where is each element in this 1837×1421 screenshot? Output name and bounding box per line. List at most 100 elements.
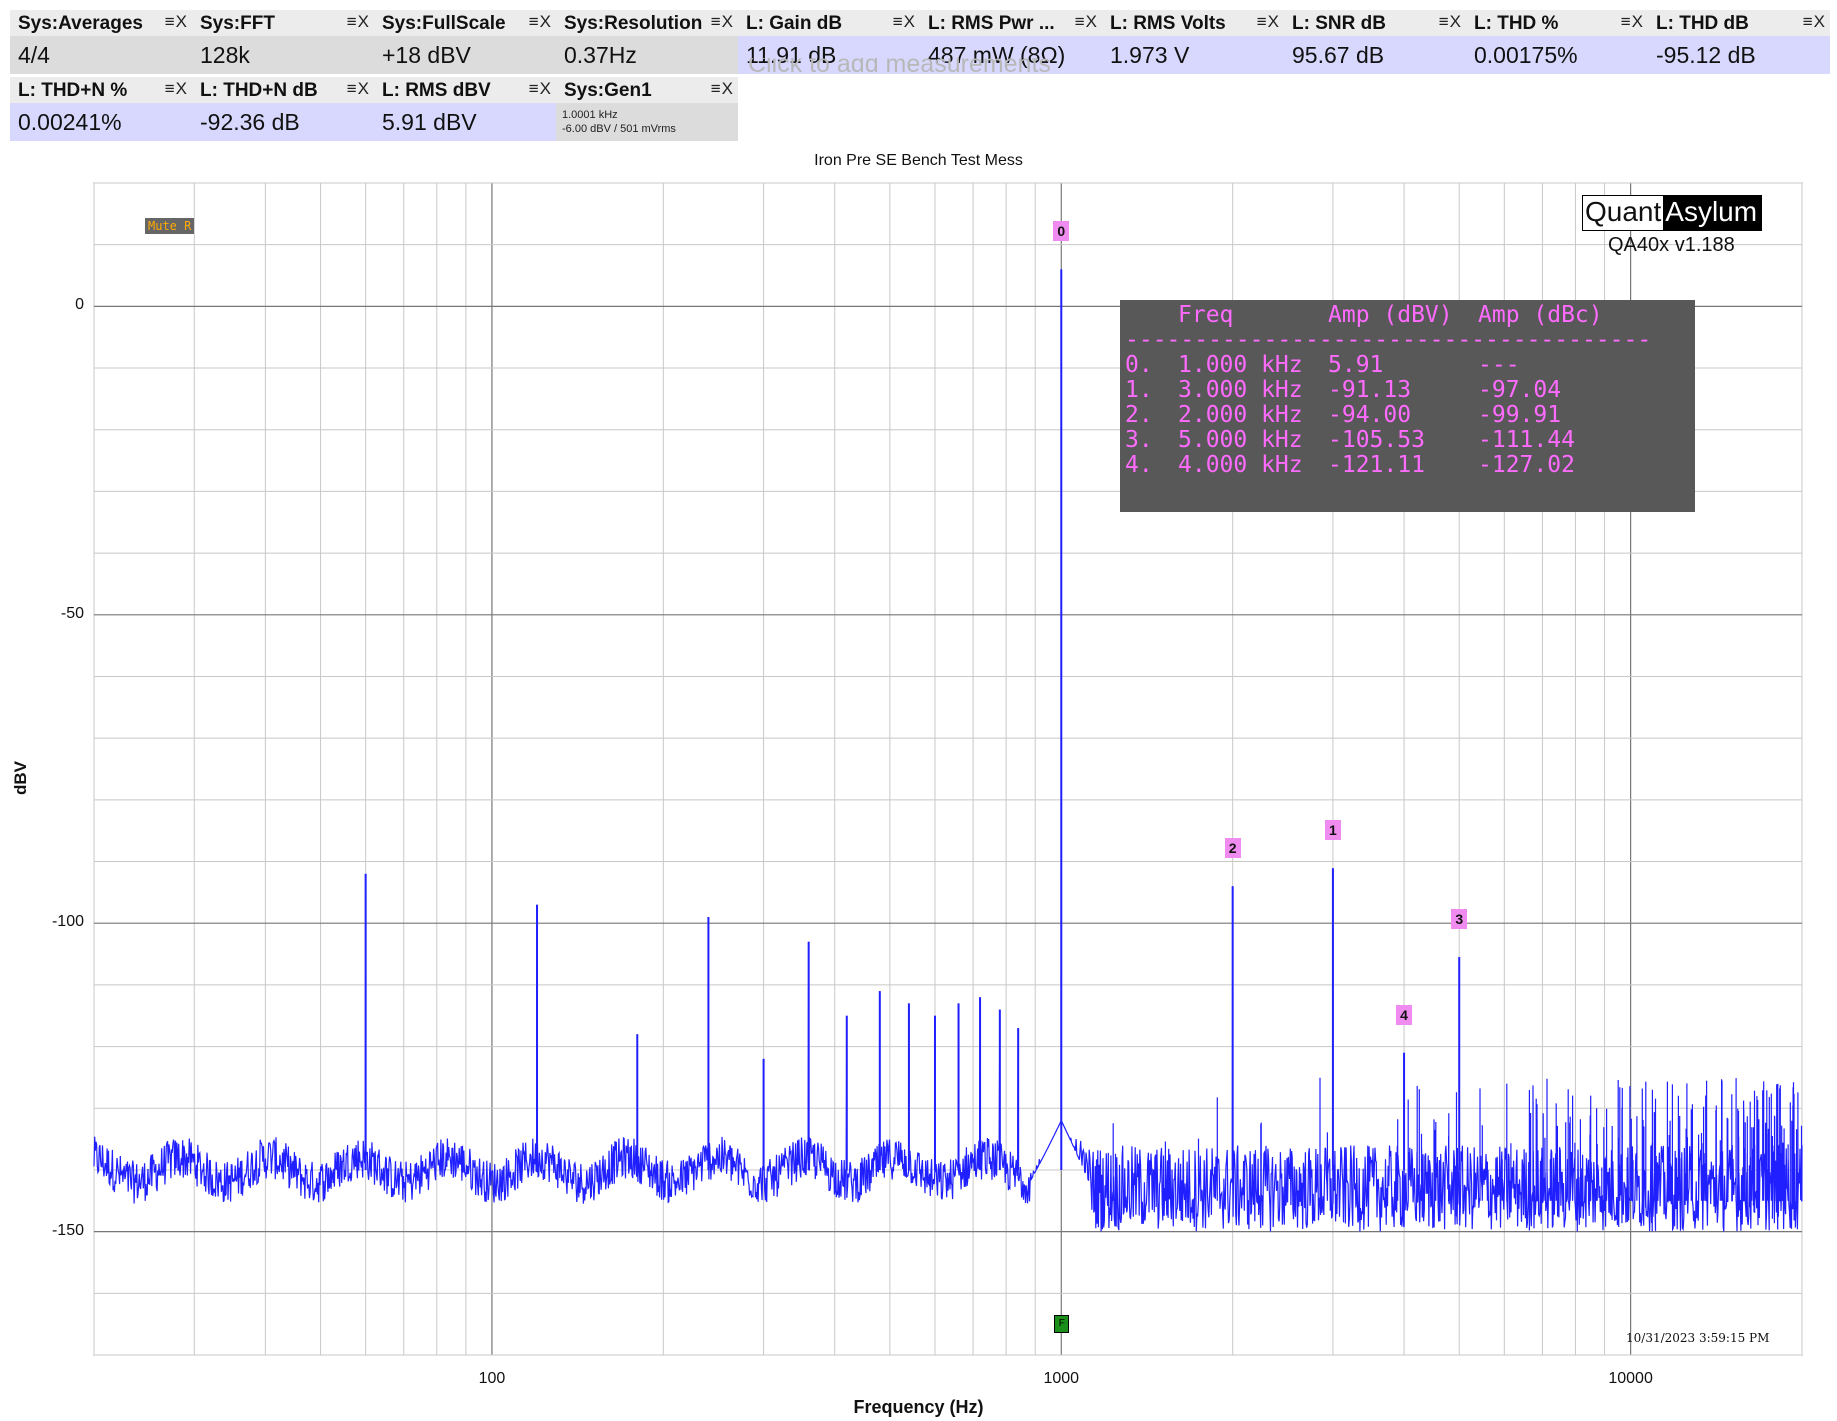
generator-settings: 1.0001 kHz -6.00 dBV / 501 mVrms bbox=[562, 108, 676, 136]
spectrum-trace bbox=[93, 269, 1803, 1232]
measurement-tile[interactable]: L: THD+N % ≡X 0.00241% bbox=[10, 77, 192, 141]
tile-header[interactable]: L: RMS Pwr ... ≡X bbox=[920, 10, 1102, 36]
tile-header[interactable]: L: RMS Volts ≡X bbox=[1102, 10, 1284, 36]
tile-header[interactable]: L: THD+N dB ≡X bbox=[192, 77, 374, 103]
x-tick-label: 1000 bbox=[1043, 1370, 1080, 1387]
tile-header[interactable]: Sys:FullScale ≡X bbox=[374, 10, 556, 36]
tile-menu-close-icon[interactable]: ≡X bbox=[889, 12, 916, 32]
tile-value-area: 5.91 dBV bbox=[374, 103, 556, 141]
tile-value: 1.973 V bbox=[1110, 42, 1190, 68]
header-freq: Freq bbox=[1178, 302, 1234, 328]
tile-header[interactable]: L: THD % ≡X bbox=[1466, 10, 1648, 36]
measurement-tile[interactable]: L: THD dB ≡X -95.12 dB bbox=[1648, 10, 1830, 74]
tile-menu-close-icon[interactable]: ≡X bbox=[161, 79, 188, 99]
tile-menu-close-icon[interactable]: ≡X bbox=[1435, 12, 1462, 32]
tile-menu-close-icon[interactable]: ≡X bbox=[343, 79, 370, 99]
table-separator: -------------------------------------- bbox=[1125, 327, 1652, 353]
tile-header[interactable]: L: THD+N % ≡X bbox=[10, 77, 192, 103]
tile-value-area: 0.00175% bbox=[1466, 36, 1648, 74]
row-amp-dbc: --- bbox=[1478, 352, 1520, 378]
tile-menu-close-icon[interactable]: ≡X bbox=[707, 12, 734, 32]
tile-menu-close-icon[interactable]: ≡X bbox=[707, 79, 734, 99]
tile-header[interactable]: Sys:FFT ≡X bbox=[192, 10, 374, 36]
tile-header[interactable]: L: SNR dB ≡X bbox=[1284, 10, 1466, 36]
peak-marker[interactable]: 0 bbox=[1053, 221, 1070, 242]
tile-menu-close-icon[interactable]: ≡X bbox=[1071, 12, 1098, 32]
tile-label: L: SNR dB bbox=[1292, 13, 1386, 34]
row-index: 2. bbox=[1125, 402, 1153, 428]
measurement-tile[interactable]: L: THD+N dB ≡X -92.36 dB bbox=[192, 77, 374, 141]
tile-value: 0.00175% bbox=[1474, 42, 1578, 68]
measurement-tile[interactable]: L: RMS Pwr ... ≡X 487 mW (8Ω) bbox=[920, 10, 1102, 74]
measurement-tile[interactable]: L: SNR dB ≡X 95.67 dB bbox=[1284, 10, 1466, 74]
tile-menu-close-icon[interactable]: ≡X bbox=[161, 12, 188, 32]
tile-value: 0.37Hz bbox=[564, 42, 637, 68]
tile-label: Sys:FFT bbox=[200, 13, 275, 34]
measurement-tile[interactable]: Sys:FullScale ≡X +18 dBV bbox=[374, 10, 556, 74]
tile-value-area: 0.37Hz bbox=[556, 36, 738, 74]
logo-right-text: Asylum bbox=[1663, 196, 1762, 230]
row-amp-dbv: -121.11 bbox=[1328, 452, 1425, 478]
tile-label: L: RMS dBV bbox=[382, 80, 491, 101]
measurement-tile[interactable]: L: RMS Volts ≡X 1.973 V bbox=[1102, 10, 1284, 74]
tile-menu-close-icon[interactable]: ≡X bbox=[1617, 12, 1644, 32]
measurement-tile[interactable]: Sys:Resolution ≡X 0.37Hz bbox=[556, 10, 738, 74]
tile-value-area: 1.0001 kHz -6.00 dBV / 501 mVrms bbox=[556, 103, 738, 141]
peak-marker[interactable]: 2 bbox=[1224, 838, 1241, 859]
add-measurement-hint[interactable]: Click to add measurements bbox=[748, 58, 1051, 72]
row-index: 1. bbox=[1125, 377, 1153, 403]
tile-label: Sys:FullScale bbox=[382, 13, 506, 34]
tile-menu-close-icon[interactable]: ≡X bbox=[1799, 12, 1826, 32]
row-amp-dbv: -91.13 bbox=[1328, 377, 1412, 403]
tile-value: 95.67 dB bbox=[1292, 42, 1385, 68]
measurement-tile[interactable]: L: RMS dBV ≡X 5.91 dBV bbox=[374, 77, 556, 141]
mute-r-indicator: Mute R bbox=[145, 218, 195, 234]
tile-value: 0.00241% bbox=[18, 109, 122, 135]
measurement-tile[interactable]: Sys:FFT ≡X 128k bbox=[192, 10, 374, 74]
peak-marker[interactable]: 4 bbox=[1396, 1005, 1413, 1026]
measurement-tile[interactable]: Sys:Gen1 ≡X 1.0001 kHz -6.00 dBV / 501 mVrm… bbox=[556, 77, 738, 141]
row-amp-dbc: -97.04 bbox=[1478, 377, 1562, 403]
tile-label: L: RMS Pwr ... bbox=[928, 13, 1055, 34]
tile-header[interactable]: Sys:Averages ≡X bbox=[10, 10, 192, 36]
measurement-tile[interactable]: L: THD % ≡X 0.00175% bbox=[1466, 10, 1648, 74]
tile-value-area: +18 dBV bbox=[374, 36, 556, 74]
tile-header[interactable]: L: THD dB ≡X bbox=[1648, 10, 1830, 36]
tile-label: L: RMS Volts bbox=[1110, 13, 1226, 34]
tile-value-area: 4/4 bbox=[10, 36, 192, 74]
tile-header[interactable]: L: Gain dB ≡X bbox=[738, 10, 920, 36]
tile-header[interactable]: Sys:Resolution ≡X bbox=[556, 10, 738, 36]
tile-label: Sys:Resolution bbox=[564, 13, 703, 34]
y-tick-label: -150 bbox=[51, 1221, 84, 1239]
tile-value: 11.91 dB bbox=[746, 42, 837, 68]
peak-marker[interactable]: 1 bbox=[1324, 820, 1341, 841]
tile-label: Sys:Gen1 bbox=[564, 80, 652, 101]
tile-value: 487 mW (8Ω) bbox=[928, 42, 1066, 68]
tile-value: -95.12 dB bbox=[1656, 42, 1756, 68]
tile-value-area: 487 mW (8Ω) bbox=[920, 36, 1102, 74]
tile-menu-close-icon[interactable]: ≡X bbox=[343, 12, 370, 32]
tile-label: L: Gain dB bbox=[746, 13, 843, 34]
tile-value-area: 128k bbox=[192, 36, 374, 74]
tile-header[interactable]: L: RMS dBV ≡X bbox=[374, 77, 556, 103]
tile-menu-close-icon[interactable]: ≡X bbox=[525, 12, 552, 32]
measurement-tile[interactable]: Sys:Averages ≡X 4/4 bbox=[10, 10, 192, 74]
tile-menu-close-icon[interactable]: ≡X bbox=[525, 79, 552, 99]
row-freq: 1.000 kHz bbox=[1178, 352, 1303, 378]
fundamental-marker[interactable]: F bbox=[1054, 1315, 1070, 1333]
row-freq: 2.000 kHz bbox=[1178, 402, 1303, 428]
tile-header[interactable]: Sys:Gen1 ≡X bbox=[556, 77, 738, 103]
quantasylum-logo: Quant Asylum bbox=[1582, 195, 1763, 231]
timestamp: 10/31/2023 3:59:15 PM bbox=[1626, 1331, 1770, 1345]
row-amp-dbc: -99.91 bbox=[1478, 402, 1562, 428]
measurement-tile[interactable]: L: Gain dB ≡X 11.91 dB bbox=[738, 10, 920, 74]
generator-line: -6.00 dBV / 501 mVrms bbox=[562, 123, 676, 135]
tile-value: 4/4 bbox=[18, 42, 50, 68]
tile-menu-close-icon[interactable]: ≡X bbox=[1253, 12, 1280, 32]
version-label: QA40x v1.188 bbox=[1608, 234, 1735, 256]
tile-value-area: 0.00241% bbox=[10, 103, 192, 141]
peak-marker[interactable]: 3 bbox=[1451, 909, 1468, 930]
row-index: 0. bbox=[1125, 352, 1153, 378]
tile-value: 128k bbox=[200, 42, 250, 68]
